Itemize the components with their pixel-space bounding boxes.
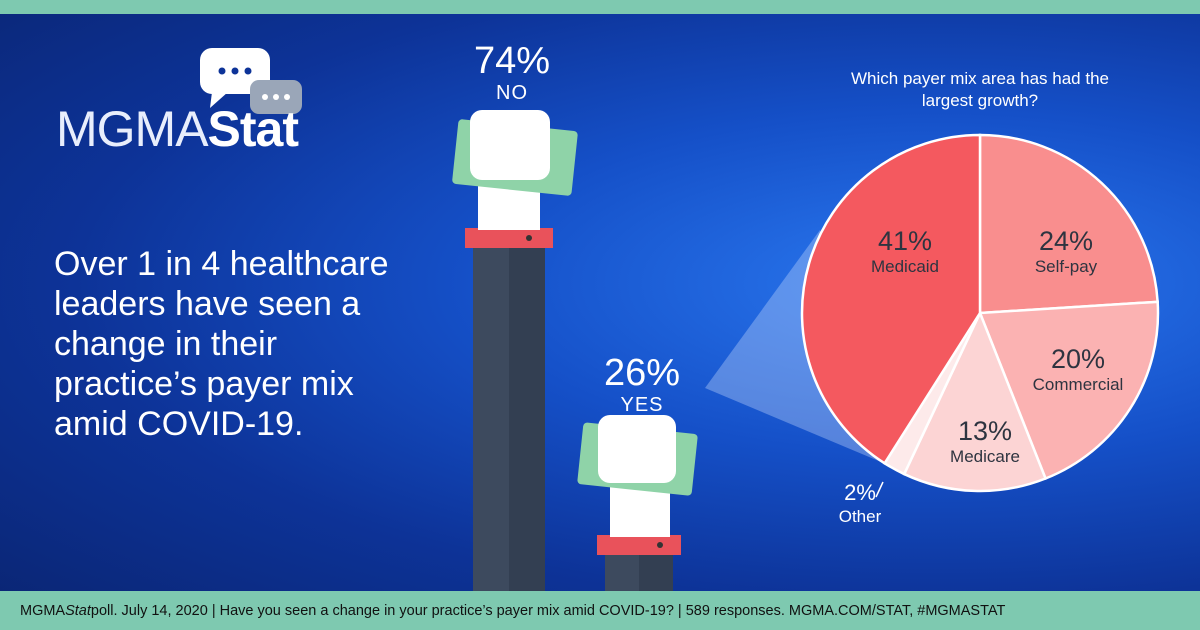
pie-value-label: 20% <box>1051 344 1105 374</box>
yes-label: YES <box>620 394 664 416</box>
yes-hand-illustration <box>577 415 698 597</box>
yes-percent: 26% <box>603 352 681 394</box>
pie-category-label: Medicaid <box>871 257 939 276</box>
footer: MGMA Stat poll. July 14, 2020 | Have you… <box>0 591 1200 630</box>
headline: Over 1 in 4 healthcare leaders have seen… <box>54 245 389 443</box>
chart-title: Which payer mix area has had the largest… <box>851 69 1109 110</box>
chat-bubbles-icon <box>200 48 302 114</box>
pie-slice-medicaid <box>800 133 982 466</box>
mgma-stat-logo: MGMAStat <box>56 101 299 157</box>
no-percent: 74% <box>473 40 551 82</box>
pie-value-label: 13% <box>958 416 1012 446</box>
pie-slice-commercial <box>978 300 1160 481</box>
pie-category-label: Other <box>839 507 882 526</box>
other-leader-line <box>875 481 884 498</box>
no-hand-illustration <box>452 110 578 595</box>
pie-value-label: 2% <box>844 480 876 505</box>
top-stripe <box>0 0 1200 14</box>
pie-value-label: 41% <box>878 226 932 256</box>
pie-value-label: 24% <box>1039 226 1093 256</box>
pie-category-label: Self-pay <box>1035 257 1098 276</box>
no-label: NO <box>496 82 528 104</box>
pie-slice-self-pay <box>978 133 1159 315</box>
pie-chart: 24%Self-pay 20%Commercial 13%Medicare 2% Oth… <box>800 133 1160 526</box>
pie-category-label: Medicare <box>950 447 1020 466</box>
pie-slice-medicare <box>902 309 1048 493</box>
pie-category-label: Commercial <box>1033 375 1124 394</box>
